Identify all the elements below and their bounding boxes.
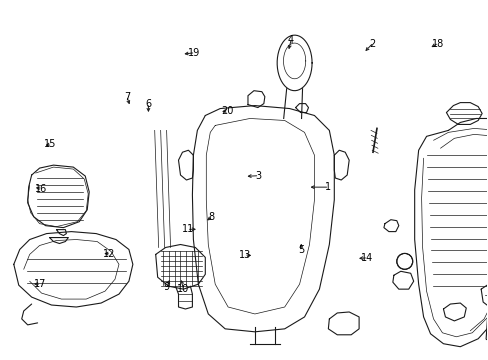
Polygon shape xyxy=(443,303,466,321)
Text: 8: 8 xyxy=(208,212,214,222)
Text: 7: 7 xyxy=(123,92,130,102)
Text: 13: 13 xyxy=(239,250,251,260)
Polygon shape xyxy=(446,103,481,125)
Polygon shape xyxy=(155,244,205,289)
Polygon shape xyxy=(383,220,398,231)
Text: 20: 20 xyxy=(221,106,233,116)
Polygon shape xyxy=(49,238,68,243)
Polygon shape xyxy=(334,150,348,180)
Text: 2: 2 xyxy=(369,39,375,49)
Polygon shape xyxy=(247,91,264,108)
Polygon shape xyxy=(178,150,193,180)
Polygon shape xyxy=(192,105,334,332)
Text: 9: 9 xyxy=(163,282,169,292)
Polygon shape xyxy=(14,231,133,307)
Text: 12: 12 xyxy=(103,249,116,258)
Text: 17: 17 xyxy=(34,279,46,289)
Text: 6: 6 xyxy=(145,99,151,109)
Text: 16: 16 xyxy=(35,184,47,194)
Text: 19: 19 xyxy=(187,48,200,58)
Text: 18: 18 xyxy=(430,39,443,49)
Polygon shape xyxy=(392,271,413,289)
Polygon shape xyxy=(295,104,308,113)
Text: 14: 14 xyxy=(360,253,372,263)
Polygon shape xyxy=(277,35,311,91)
Polygon shape xyxy=(56,230,66,235)
Polygon shape xyxy=(414,118,488,347)
Polygon shape xyxy=(480,282,488,309)
Text: 10: 10 xyxy=(177,284,189,294)
Text: 11: 11 xyxy=(182,224,194,234)
Polygon shape xyxy=(28,165,89,228)
Text: 5: 5 xyxy=(298,245,304,255)
Text: 4: 4 xyxy=(287,35,294,45)
Text: 3: 3 xyxy=(255,171,261,181)
Text: 15: 15 xyxy=(44,139,57,149)
Text: 1: 1 xyxy=(324,182,330,192)
Polygon shape xyxy=(396,253,412,269)
Polygon shape xyxy=(327,312,358,335)
